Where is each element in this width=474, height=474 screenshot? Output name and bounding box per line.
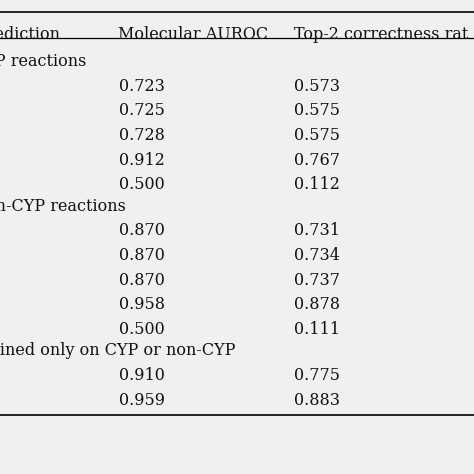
Text: 0.959: 0.959 bbox=[118, 392, 164, 409]
Text: 0.500: 0.500 bbox=[118, 176, 164, 193]
Text: 0.870: 0.870 bbox=[118, 247, 164, 264]
Text: 0.731: 0.731 bbox=[294, 222, 340, 239]
Text: Prediction: Prediction bbox=[0, 26, 60, 43]
Text: 0.767: 0.767 bbox=[294, 152, 340, 169]
Text: 0.883: 0.883 bbox=[294, 392, 340, 409]
Text: 0.575: 0.575 bbox=[294, 127, 340, 144]
Text: 0.573: 0.573 bbox=[294, 78, 340, 95]
Text: 0.870: 0.870 bbox=[118, 222, 164, 239]
Text: 0.725: 0.725 bbox=[118, 102, 164, 119]
Text: 0.111: 0.111 bbox=[294, 321, 340, 338]
Text: Molecular AUROC: Molecular AUROC bbox=[118, 26, 269, 43]
Text: 0.112: 0.112 bbox=[294, 176, 340, 193]
Text: 0.870: 0.870 bbox=[118, 272, 164, 289]
Text: Trained only on CYP or non-CYP: Trained only on CYP or non-CYP bbox=[0, 342, 235, 359]
Text: 0.575: 0.575 bbox=[294, 102, 340, 119]
Text: CYP reactions: CYP reactions bbox=[0, 53, 86, 70]
Text: 0.958: 0.958 bbox=[118, 296, 164, 313]
Text: 0.878: 0.878 bbox=[294, 296, 340, 313]
Text: 0.910: 0.910 bbox=[118, 367, 164, 384]
Text: 0.500: 0.500 bbox=[118, 321, 164, 338]
Text: 0.728: 0.728 bbox=[118, 127, 164, 144]
Text: 0.775: 0.775 bbox=[294, 367, 340, 384]
Text: 0.737: 0.737 bbox=[294, 272, 340, 289]
Text: 0.734: 0.734 bbox=[294, 247, 340, 264]
Text: Non-CYP reactions: Non-CYP reactions bbox=[0, 198, 126, 215]
Text: Top-2 correctness rat: Top-2 correctness rat bbox=[294, 26, 468, 43]
Text: 0.912: 0.912 bbox=[118, 152, 164, 169]
Text: 0.723: 0.723 bbox=[118, 78, 164, 95]
